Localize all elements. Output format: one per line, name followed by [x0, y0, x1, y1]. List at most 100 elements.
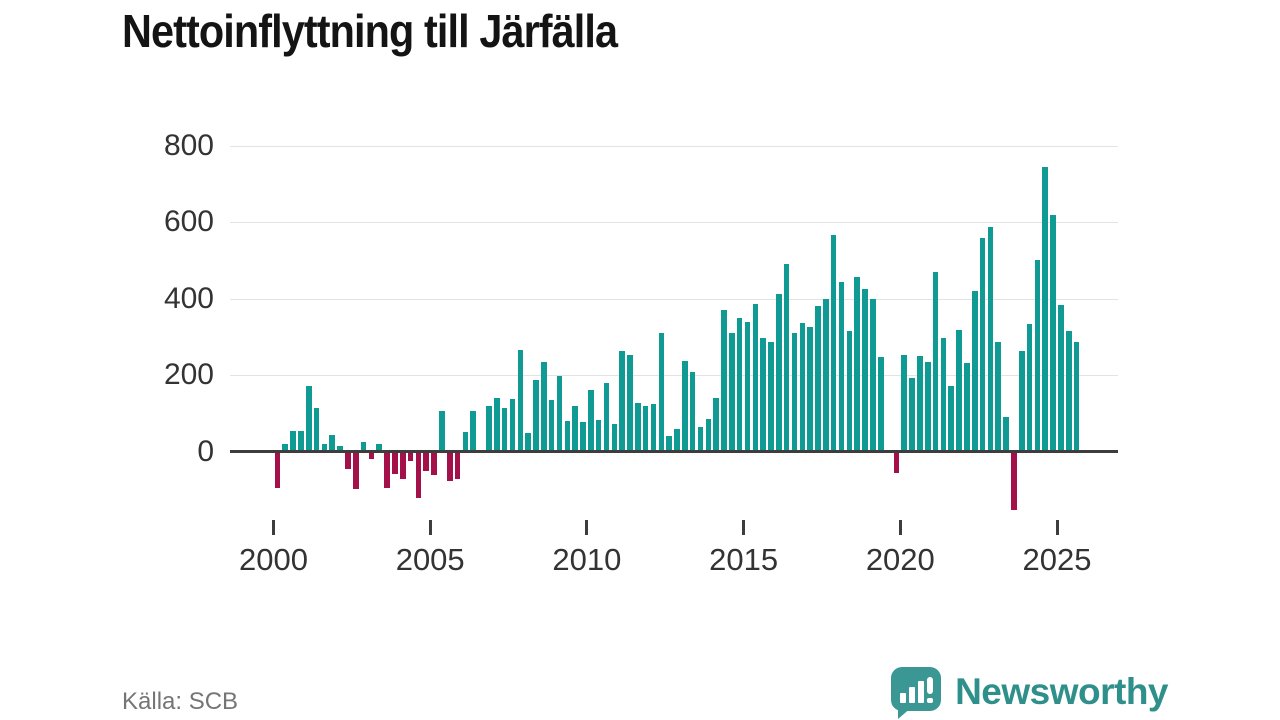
bar-2012-q3	[666, 436, 672, 452]
bar-2014-q2	[721, 309, 727, 452]
bar-2009-q3	[572, 406, 578, 452]
x-tick-2015	[742, 520, 746, 535]
bar-2002-q1	[337, 446, 343, 452]
bar-2008-q1	[525, 432, 531, 452]
bar-2002-q4	[360, 442, 367, 452]
y-axis-label-0: 0	[197, 434, 214, 468]
bar-2014-q4	[736, 317, 743, 452]
bar-2017-q2	[815, 305, 821, 452]
bar-2023-q4	[1018, 350, 1025, 452]
bar-2020-q1	[901, 354, 907, 452]
bar-2021-q4	[956, 329, 962, 452]
bar-2007-q2	[501, 408, 508, 452]
chart-title: Nettoinflyttning till Järfälla	[122, 5, 618, 57]
bar-2014-q1	[713, 398, 719, 452]
bar-2009-q4	[580, 422, 586, 452]
bar-2007-q1	[494, 397, 500, 452]
bar-2025-q3	[1073, 342, 1080, 452]
bar-2018-q2	[846, 331, 853, 452]
x-tick-2025	[1055, 520, 1059, 535]
bar-2010-q4	[611, 424, 618, 452]
bar-2020-q4	[924, 362, 931, 452]
bar-2010-q1	[588, 389, 594, 452]
bar-2010-q3	[603, 383, 610, 452]
bar-2006-q1	[462, 432, 469, 452]
bar-2004-q2	[407, 451, 414, 462]
y-axis-label-800: 800	[163, 128, 214, 162]
bar-2000-q4	[298, 431, 304, 452]
bar-2018-q1	[838, 281, 845, 452]
bar-2011-q4	[642, 405, 649, 452]
x-axis-label-2025: 2025	[1022, 542, 1092, 577]
bar-2005-q2	[439, 410, 445, 452]
source-note: Källa: SCB	[122, 688, 239, 715]
bar-2016-q4	[799, 322, 806, 452]
gridline-y-800	[230, 145, 1118, 147]
bar-2012-q2	[658, 332, 665, 452]
gridline-y-200	[230, 375, 1118, 376]
bar-2015-q3	[760, 337, 766, 452]
bar-2018-q3	[854, 277, 860, 452]
bar-2013-q3	[697, 426, 704, 452]
bar-2022-q1	[964, 363, 970, 452]
x-tick-2000	[272, 520, 275, 535]
brand-name: Newsworthy	[955, 671, 1168, 712]
bar-2011-q3	[635, 403, 641, 452]
x-axis-label-2015: 2015	[709, 542, 779, 577]
bar-2021-q2	[940, 338, 947, 452]
bar-2003-q3	[384, 451, 390, 489]
bar-2024-q4	[1050, 215, 1056, 452]
bar-2004-q3	[415, 451, 422, 499]
bar-2003-q1	[368, 451, 375, 460]
bar-2009-q2	[564, 420, 571, 452]
bar-2025-q2	[1065, 331, 1072, 452]
bar-2005-q1	[431, 451, 437, 475]
bar-2017-q1	[807, 327, 813, 452]
bar-2001-q1	[305, 386, 312, 452]
bar-2012-q4	[674, 428, 680, 452]
bar-2006-q4	[486, 405, 492, 452]
bar-2015-q2	[752, 304, 759, 452]
bar-2009-q1	[556, 375, 563, 452]
bar-2004-q4	[423, 451, 430, 472]
x-axis-label-2005: 2005	[395, 542, 465, 577]
bar-2017-q4	[830, 235, 837, 452]
x-tick-2020	[898, 520, 902, 535]
bar-2017-q3	[823, 298, 829, 452]
x-tick-2010	[585, 520, 589, 535]
bar-2019-q4	[893, 451, 900, 474]
bar-2014-q3	[729, 333, 735, 452]
bar-2008-q2	[533, 380, 539, 452]
gridline-y-600	[230, 222, 1118, 223]
bar-2015-q4	[768, 342, 774, 452]
bar-2000-q1	[274, 451, 281, 488]
bar-2013-q1	[682, 360, 688, 452]
bar-2024-q2	[1034, 259, 1041, 452]
bar-2006-q2	[470, 410, 477, 452]
bar-2011-q1	[619, 350, 625, 452]
bar-2000-q3	[290, 431, 296, 452]
bar-2004-q1	[399, 451, 406, 480]
bar-2019-q1	[870, 299, 876, 452]
x-axis-label-2000: 2000	[239, 542, 308, 577]
bar-2019-q2	[877, 357, 884, 452]
x-axis-line	[230, 450, 1118, 453]
bar-2008-q3	[541, 362, 547, 452]
bar-2021-q1	[932, 272, 939, 452]
bar-2022-q2	[971, 290, 978, 452]
bar-2011-q2	[627, 354, 633, 452]
bar-2021-q3	[948, 386, 955, 452]
bar-2012-q1	[650, 404, 657, 452]
y-axis-label-400: 400	[163, 281, 214, 315]
bar-2016-q2	[783, 264, 790, 452]
x-axis-label-2020: 2020	[865, 542, 935, 577]
bar-chart-speech-bubble-icon	[891, 667, 942, 719]
bar-2023-q2	[1003, 416, 1009, 452]
bar-2016-q3	[791, 332, 798, 452]
bar-2024-q1	[1026, 323, 1033, 452]
bar-2001-q3	[321, 443, 328, 452]
bar-2008-q4	[548, 399, 555, 452]
bar-2023-q3	[1011, 451, 1017, 510]
bar-2001-q2	[313, 408, 320, 452]
